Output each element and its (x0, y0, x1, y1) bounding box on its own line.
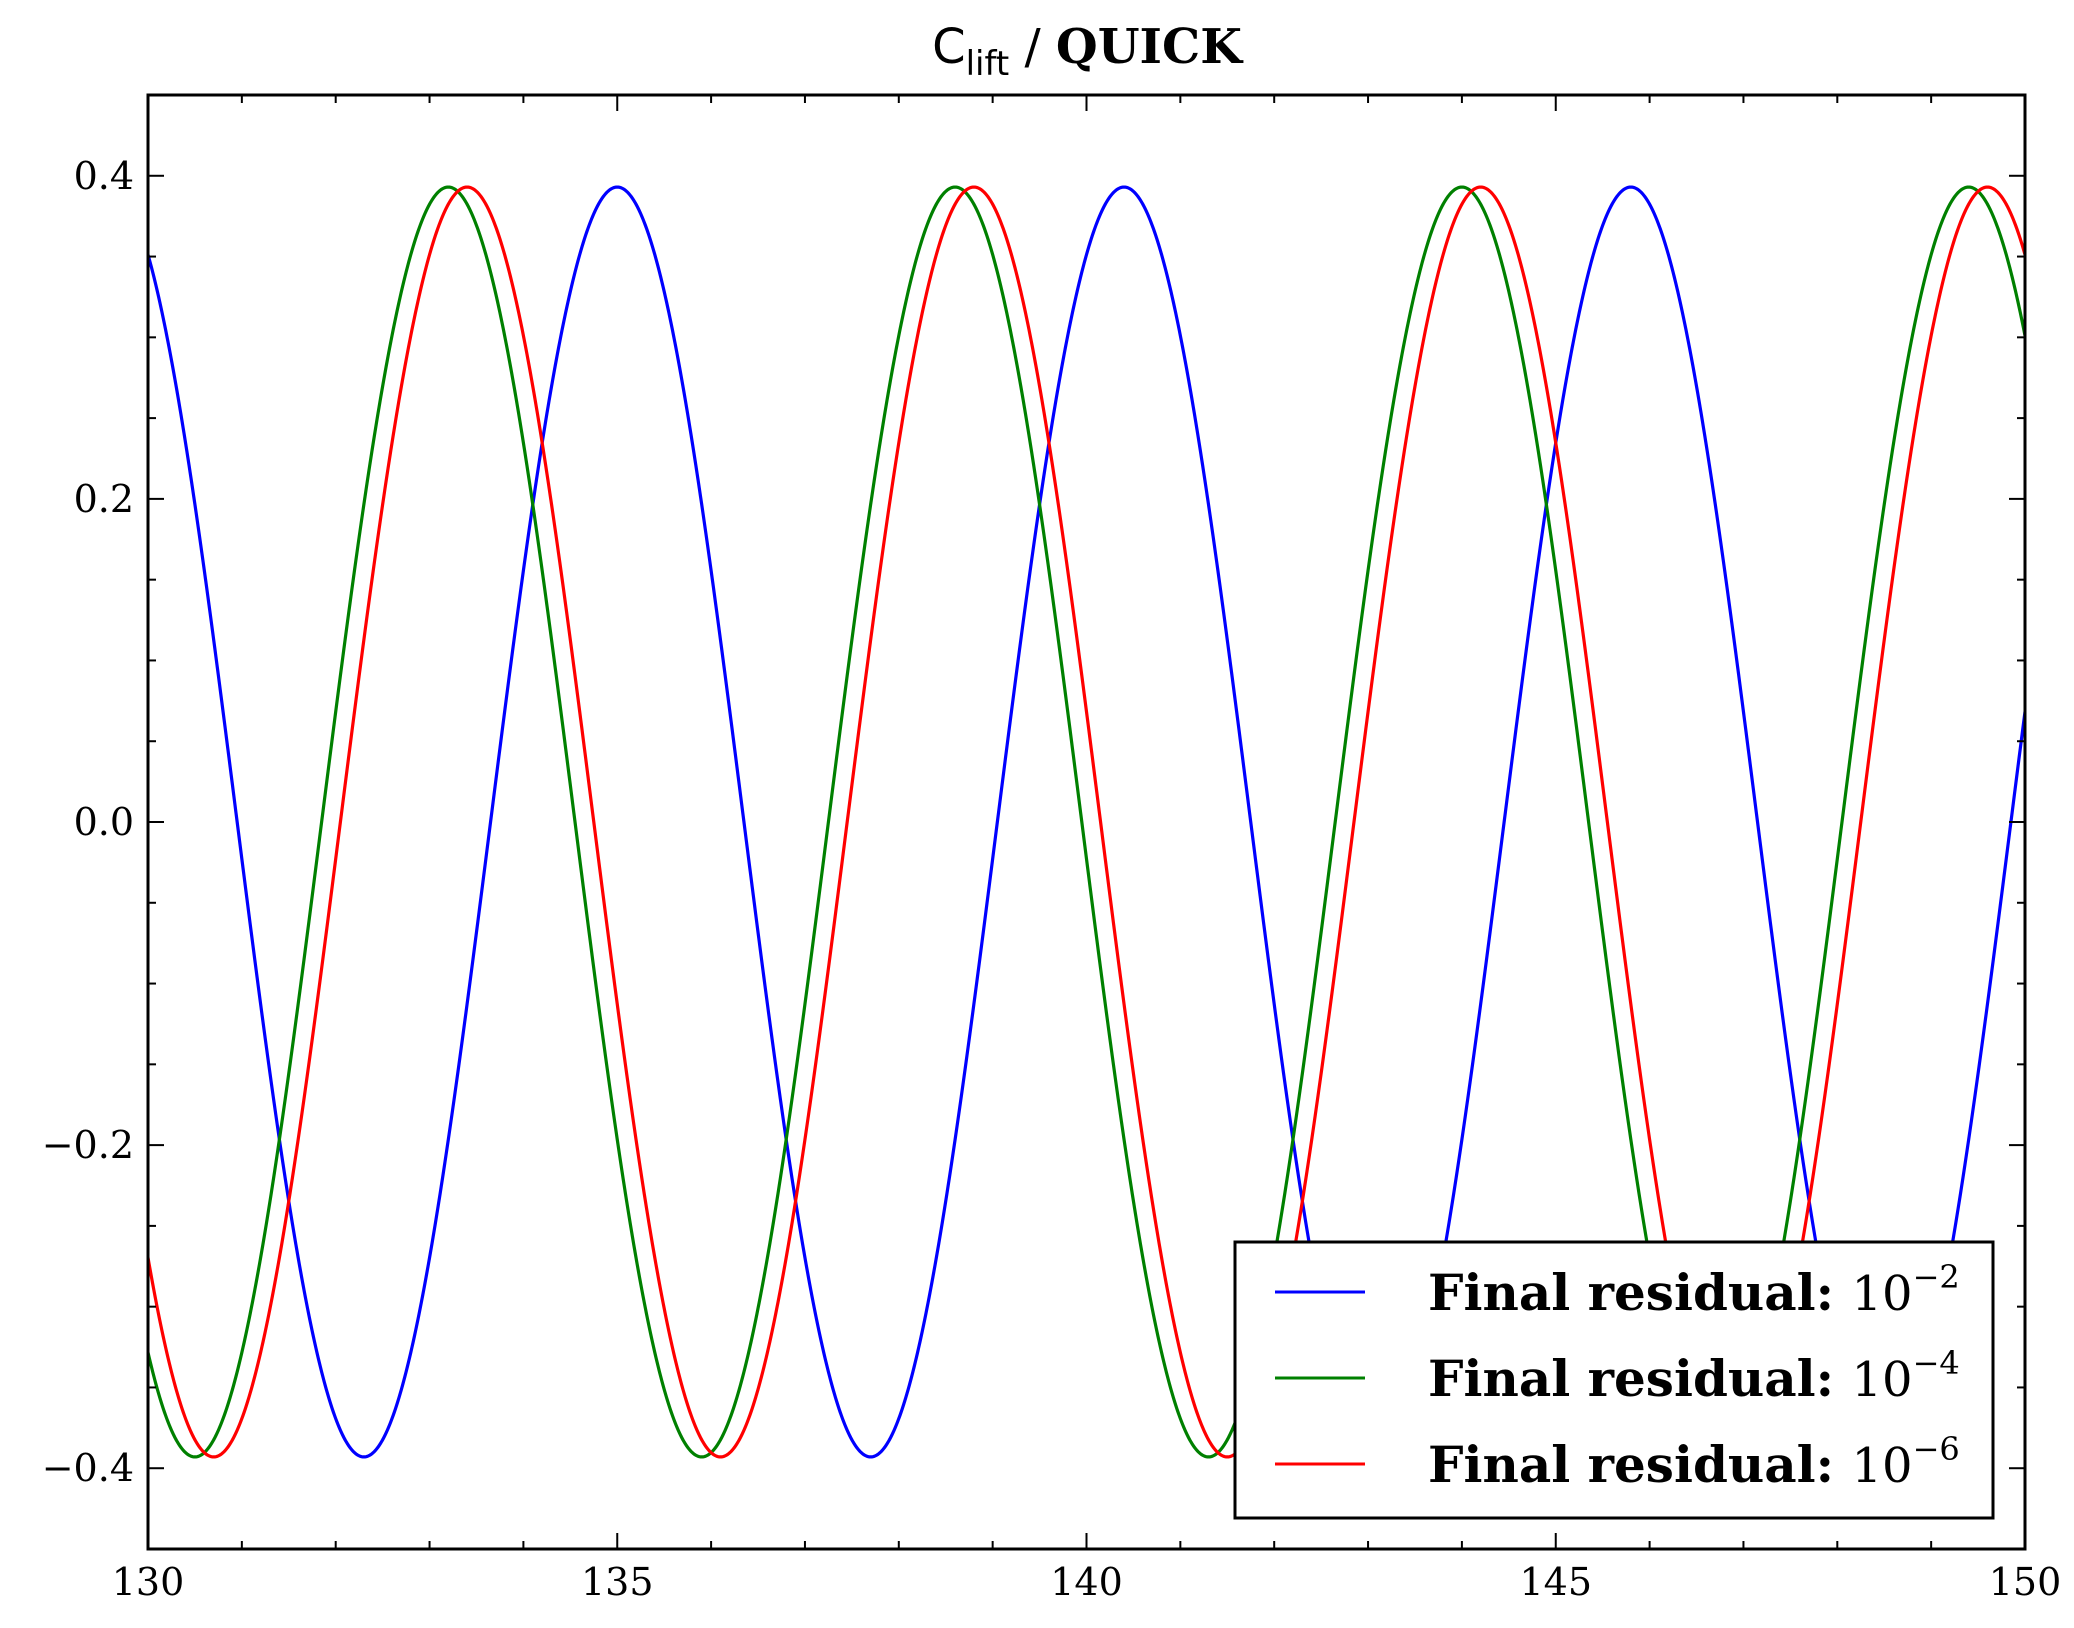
legend-entry-residual-1e-2: Final residual: 10−2 (1428, 1258, 1960, 1322)
legend-base: 10 (1852, 1438, 1913, 1494)
x-tick-label: 150 (1989, 1560, 2062, 1604)
legend-label: Final residual: (1428, 1263, 1852, 1322)
legend-exponent: −4 (1913, 1344, 1960, 1382)
legend-exponent: −6 (1913, 1430, 1960, 1468)
y-tick-label: −0.2 (42, 1123, 134, 1167)
x-tick-label: 140 (1050, 1560, 1123, 1604)
series-line-1 (148, 185, 2025, 1459)
y-tick-label: 0.0 (74, 800, 134, 844)
x-tick-label: 130 (112, 1560, 185, 1604)
y-tick-label: −0.4 (42, 1446, 134, 1490)
y-tick-label: 0.4 (74, 154, 134, 198)
tick-label-group: 130 135 140 145 150 −0.4 −0.2 0.0 0.2 0.4 (42, 154, 2062, 1604)
x-tick-label: 145 (1519, 1560, 1592, 1604)
legend-base: 10 (1852, 1352, 1913, 1408)
legend-exponent: −2 (1913, 1258, 1960, 1296)
legend-base: 10 (1852, 1266, 1913, 1322)
title-symbol: C (932, 19, 966, 75)
title-separator: / (1009, 19, 1056, 75)
title-subscript: lift (966, 44, 1010, 84)
plot-frame (146, 93, 2027, 1551)
legend-label: Final residual: (1428, 1435, 1852, 1494)
legend: Final residual: 10−2 Final residual: 10−… (1233, 1240, 1995, 1520)
legend-entry-residual-1e-4: Final residual: 10−4 (1428, 1344, 1960, 1408)
legend-label: Final residual: (1428, 1349, 1852, 1408)
y-tick-label: 0.2 (74, 477, 134, 521)
legend-box (1233, 1240, 1995, 1520)
legend-entry-residual-1e-6: Final residual: 10−6 (1428, 1430, 1960, 1494)
title-scheme: QUICK (1056, 19, 1244, 75)
x-tick-label: 135 (581, 1560, 654, 1604)
chart-title: Clift / QUICK (932, 19, 1244, 84)
